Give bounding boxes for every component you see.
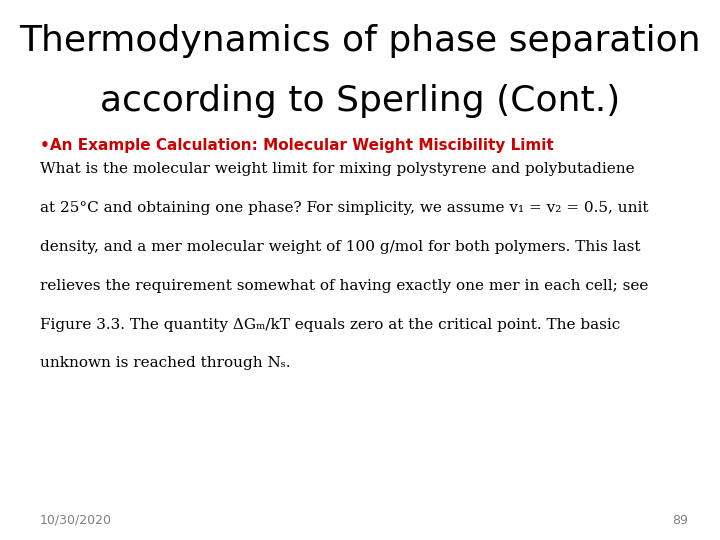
- Text: unknown is reached through Nₛ.: unknown is reached through Nₛ.: [40, 356, 290, 370]
- Text: relieves the requirement somewhat of having exactly one mer in each cell; see: relieves the requirement somewhat of hav…: [40, 279, 648, 293]
- Text: at 25°C and obtaining one phase? For simplicity, we assume v₁ = v₂ = 0.5, unit: at 25°C and obtaining one phase? For sim…: [40, 201, 648, 215]
- Text: according to Sperling (Cont.): according to Sperling (Cont.): [100, 84, 620, 118]
- Text: What is the molecular weight limit for mixing polystyrene and polybutadiene: What is the molecular weight limit for m…: [40, 162, 634, 176]
- Text: 10/30/2020: 10/30/2020: [40, 514, 112, 526]
- Text: 89: 89: [672, 514, 688, 526]
- Text: density, and a mer molecular weight of 100 g/mol for both polymers. This last: density, and a mer molecular weight of 1…: [40, 240, 640, 254]
- Text: Figure 3.3. The quantity ΔGₘ/kT equals zero at the critical point. The basic: Figure 3.3. The quantity ΔGₘ/kT equals z…: [40, 318, 620, 332]
- Text: Thermodynamics of phase separation: Thermodynamics of phase separation: [19, 24, 701, 58]
- Text: •An Example Calculation: Molecular Weight Miscibility Limit: •An Example Calculation: Molecular Weigh…: [40, 138, 554, 153]
